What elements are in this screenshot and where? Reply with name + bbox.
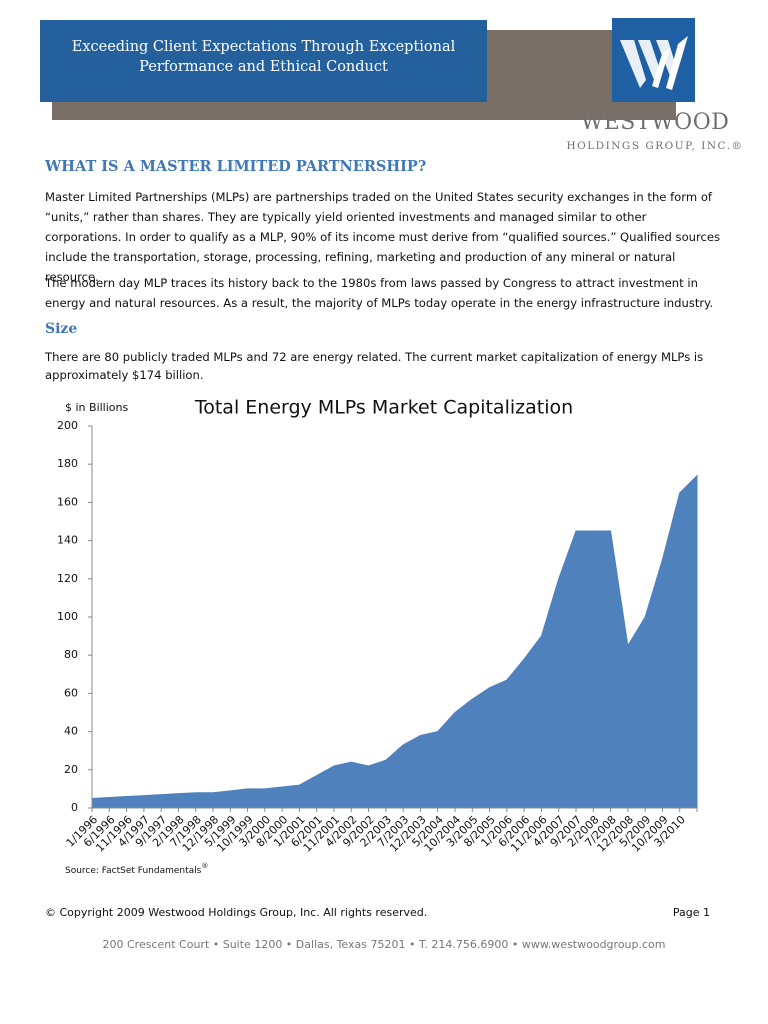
- paragraph: The modern day MLP traces its history ba…: [45, 276, 714, 310]
- copyright: © Copyright 2009 Westwood Holdings Group…: [45, 906, 428, 919]
- address: 200 Crescent Court • Suite 1200 • Dallas…: [102, 938, 666, 951]
- y-tick-label: 180: [57, 457, 78, 470]
- logo-name: WESTWOOD: [580, 110, 730, 135]
- y-tick-label: 200: [57, 419, 78, 432]
- y-axis-label: $ in Billions: [65, 401, 128, 414]
- banner-line: Performance and Ethical Conduct: [139, 59, 388, 75]
- chart-title: Total Energy MLPs Market Capitalization: [194, 397, 573, 419]
- banner-line: Exceeding Client Expectations Through Ex…: [71, 39, 456, 55]
- chart: Total Energy MLPs Market Capitalization …: [57, 397, 698, 876]
- y-tick-label: 0: [71, 801, 78, 814]
- y-tick-label: 60: [64, 686, 78, 699]
- paragraph: There are 80 publicly traded MLPs and 72…: [45, 350, 704, 382]
- y-tick-label: 20: [64, 763, 78, 776]
- page-number: Page 1: [672, 906, 710, 919]
- area: [91, 474, 698, 809]
- y-tick-label: 120: [57, 572, 78, 585]
- logo: [612, 18, 695, 102]
- source-text: Source: FactSet Fundamentals: [65, 866, 202, 876]
- y-tick-label: 160: [57, 495, 78, 508]
- subheading: Size: [45, 321, 78, 337]
- logo-subtitle: HOLDINGS GROUP, INC.®: [566, 140, 744, 152]
- y-tick-label: 100: [57, 610, 78, 623]
- y-tick-label: 80: [64, 648, 78, 661]
- y-tick-label: 140: [57, 534, 78, 547]
- source: Source: FactSet Fundamentals®: [65, 862, 208, 876]
- banner: Exceeding Client Expectations Through Ex…: [40, 20, 487, 102]
- y-tick-label: 40: [64, 725, 78, 738]
- section-heading: WHAT IS A MASTER LIMITED PARTNERSHIP?: [45, 158, 427, 175]
- paragraph: Master Limited Partnerships (MLPs) are p…: [45, 190, 721, 284]
- source-mark: ®: [201, 862, 208, 870]
